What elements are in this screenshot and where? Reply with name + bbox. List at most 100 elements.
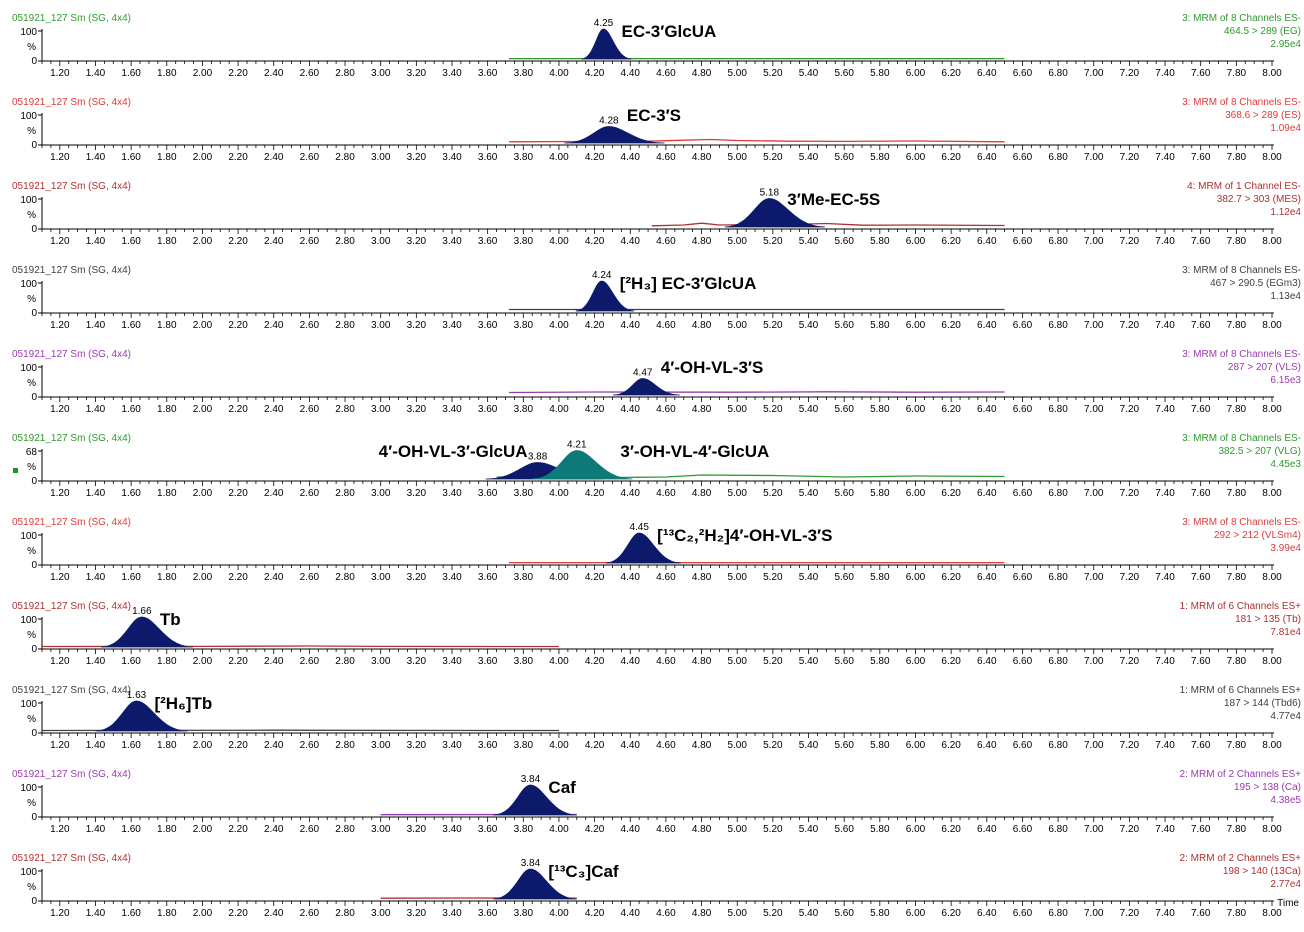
peak bbox=[581, 28, 632, 60]
x-tick-label: 5.40 bbox=[799, 68, 819, 79]
sample-name: 051921_127 Sm (SG, 4x4) bbox=[12, 97, 131, 108]
x-tick-label: 3.20 bbox=[407, 572, 427, 583]
x-tick-label: 5.60 bbox=[834, 824, 854, 835]
x-tick-label: 1.40 bbox=[86, 488, 106, 499]
x-tick-label: 3.20 bbox=[407, 236, 427, 247]
channel-info: 3: MRM of 8 Channels ES- bbox=[1182, 97, 1301, 108]
x-tick-label: 6.80 bbox=[1048, 152, 1068, 163]
transition: 198 > 140 (13Ca) bbox=[1223, 866, 1301, 877]
x-tick-label: 5.80 bbox=[870, 488, 890, 499]
x-tick-label: 6.00 bbox=[906, 740, 926, 751]
x-tick-label: 7.00 bbox=[1084, 152, 1104, 163]
x-tick-label: 3.00 bbox=[371, 68, 391, 79]
x-tick-label: 6.80 bbox=[1048, 320, 1068, 331]
x-tick-label: 1.20 bbox=[50, 404, 70, 415]
x-tick-label: 6.20 bbox=[941, 656, 961, 667]
compound-label: 3′-OH-VL-4′-GlcUA bbox=[620, 442, 769, 461]
x-tick-label: 2.00 bbox=[193, 824, 213, 835]
transition: 287 > 207 (VLS) bbox=[1228, 362, 1301, 373]
trace-line bbox=[508, 391, 1005, 394]
x-tick-label: 4.80 bbox=[692, 152, 712, 163]
x-tick-label: 5.20 bbox=[763, 908, 783, 919]
x-tick-label: 1.20 bbox=[50, 320, 70, 331]
x-tick-label: 4.20 bbox=[585, 656, 605, 667]
x-tick-label: 6.60 bbox=[1013, 152, 1033, 163]
y-unit-label: % bbox=[27, 714, 36, 725]
peak-rt-label: 1.63 bbox=[127, 690, 147, 701]
chromatogram-panel: 051921_127 Sm (SG, 4x4) 3: MRM of 8 Chann… bbox=[12, 13, 1301, 79]
x-tick-label: 6.60 bbox=[1013, 740, 1033, 751]
x-tick-label: 4.40 bbox=[621, 824, 641, 835]
x-tick-label: 6.80 bbox=[1048, 68, 1068, 79]
x-tick-label: 7.40 bbox=[1155, 320, 1175, 331]
x-tick-label: 2.60 bbox=[300, 488, 320, 499]
x-tick-label: 7.20 bbox=[1120, 824, 1140, 835]
x-tick-label: 4.40 bbox=[621, 572, 641, 583]
x-tick-label: 7.60 bbox=[1191, 740, 1211, 751]
x-tick-label: 4.00 bbox=[549, 320, 569, 331]
x-tick-label: 7.60 bbox=[1191, 824, 1211, 835]
x-tick-label: 7.80 bbox=[1227, 656, 1247, 667]
x-tick-label: 3.60 bbox=[478, 824, 498, 835]
x-tick-label: 7.60 bbox=[1191, 320, 1211, 331]
x-tick-label: 6.00 bbox=[906, 656, 926, 667]
x-tick-label: 1.20 bbox=[50, 824, 70, 835]
x-tick-label: 4.40 bbox=[621, 68, 641, 79]
sample-name: 051921_127 Sm (SG, 4x4) bbox=[12, 769, 131, 780]
x-tick-label: 6.20 bbox=[941, 320, 961, 331]
x-tick-label: 6.40 bbox=[977, 236, 997, 247]
x-tick-label: 2.60 bbox=[300, 824, 320, 835]
y-tick-label: 100 bbox=[20, 783, 37, 794]
x-tick-label: 8.00 bbox=[1262, 320, 1282, 331]
x-tick-label: 4.20 bbox=[585, 740, 605, 751]
y-tick-label: 100 bbox=[20, 195, 37, 206]
x-tick-label: 2.40 bbox=[264, 236, 284, 247]
x-tick-label: 6.80 bbox=[1048, 908, 1068, 919]
x-tick-label: 6.80 bbox=[1048, 740, 1068, 751]
x-tick-label: 2.40 bbox=[264, 488, 284, 499]
peak bbox=[95, 700, 188, 732]
x-tick-label: 1.40 bbox=[86, 236, 106, 247]
y-tick-label: 0 bbox=[31, 140, 37, 151]
x-tick-label: 7.60 bbox=[1191, 236, 1211, 247]
x-tick-label: 2.00 bbox=[193, 320, 213, 331]
x-tick-label: 3.00 bbox=[371, 824, 391, 835]
x-tick-label: 7.00 bbox=[1084, 68, 1104, 79]
x-tick-label: 8.00 bbox=[1262, 824, 1282, 835]
x-tick-label: 4.40 bbox=[621, 488, 641, 499]
y-tick-label: 0 bbox=[31, 728, 37, 739]
y-tick-label: 0 bbox=[31, 896, 37, 907]
x-tick-label: 1.60 bbox=[121, 824, 141, 835]
x-tick-label: 6.80 bbox=[1048, 824, 1068, 835]
x-tick-label: 6.60 bbox=[1013, 404, 1033, 415]
x-tick-label: 1.80 bbox=[157, 152, 177, 163]
x-tick-label: 4.80 bbox=[692, 320, 712, 331]
sample-name: 051921_127 Sm (SG, 4x4) bbox=[12, 853, 131, 864]
x-tick-label: 6.00 bbox=[906, 572, 926, 583]
x-tick-label: 7.40 bbox=[1155, 404, 1175, 415]
x-tick-label: 8.00 bbox=[1262, 404, 1282, 415]
y-unit-label: % bbox=[27, 462, 36, 473]
peak bbox=[575, 280, 635, 312]
x-tick-label: 7.20 bbox=[1120, 572, 1140, 583]
x-tick-label: 5.80 bbox=[870, 572, 890, 583]
x-tick-label: 2.20 bbox=[228, 152, 248, 163]
x-tick-label: 5.00 bbox=[727, 656, 747, 667]
y-unit-label: % bbox=[27, 294, 36, 305]
x-tick-label: 4.80 bbox=[692, 404, 712, 415]
x-tick-label: 2.80 bbox=[335, 404, 355, 415]
transition: 292 > 212 (VLSm4) bbox=[1214, 530, 1301, 541]
x-tick-label: 1.80 bbox=[157, 740, 177, 751]
peak-rt-label: 4.25 bbox=[594, 18, 614, 29]
x-tick-label: 6.00 bbox=[906, 404, 926, 415]
x-tick-label: 4.40 bbox=[621, 236, 641, 247]
chromatogram-panel: 051921_127 Sm (SG, 4x4) 4: MRM of 1 Chann… bbox=[12, 181, 1301, 247]
x-tick-label: 5.40 bbox=[799, 908, 819, 919]
x-tick-label: 4.00 bbox=[549, 236, 569, 247]
x-tick-label: 5.60 bbox=[834, 320, 854, 331]
x-tick-label: 2.40 bbox=[264, 404, 284, 415]
peak bbox=[564, 126, 665, 144]
intensity: 3.99e4 bbox=[1270, 543, 1301, 554]
x-tick-label: 4.00 bbox=[549, 824, 569, 835]
x-tick-label: 1.20 bbox=[50, 68, 70, 79]
